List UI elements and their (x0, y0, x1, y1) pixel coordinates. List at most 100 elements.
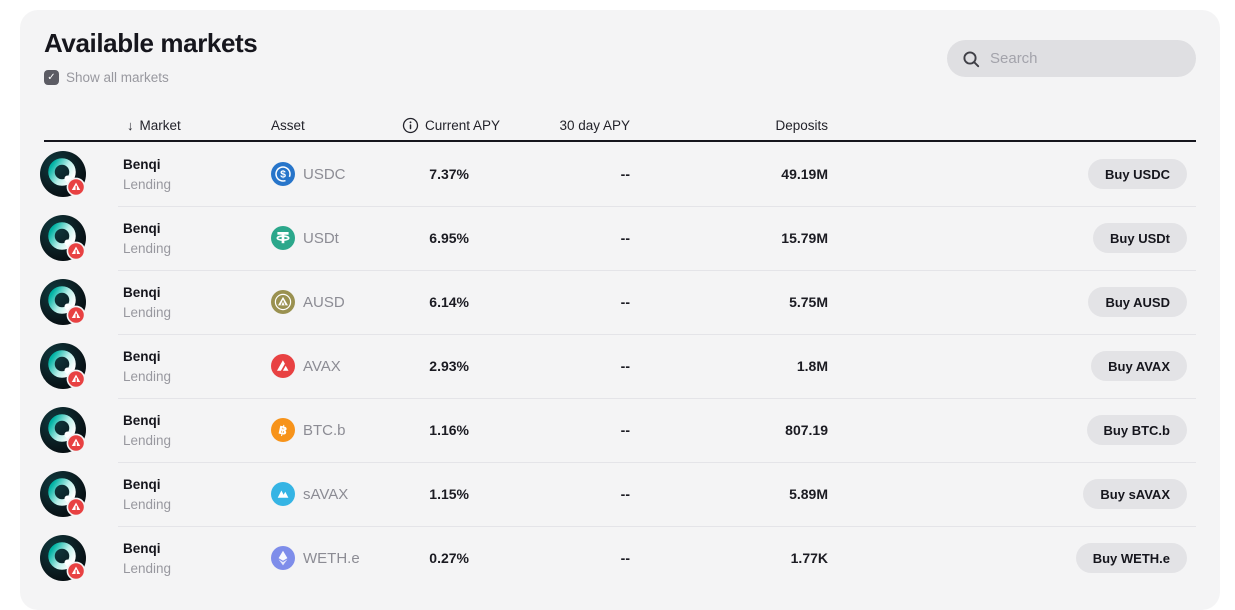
column-header-30day-apy-label: 30 day APY (559, 118, 630, 133)
market-cell: Benqi Lending (118, 539, 266, 578)
apy-30day-value: -- (620, 166, 630, 182)
show-all-checkbox-label: Show all markets (66, 69, 169, 85)
current-apy-value: 6.14% (429, 294, 469, 310)
apy-30day-value: -- (620, 422, 630, 438)
market-type-label: Lending (123, 368, 172, 384)
apy-30day-value: -- (620, 358, 630, 374)
table-row[interactable]: Benqi Lending AUSD 6.14% -- 5.75M Buy AU… (40, 270, 1196, 334)
action-cell: Buy USDC (859, 159, 1196, 189)
table-row[interactable]: Benqi Lending ฿ BTC.b 1.16% -- 807.19 Bu… (40, 398, 1196, 462)
apy-30day-value: -- (620, 486, 630, 502)
deposits-value: 5.75M (789, 294, 828, 310)
market-type-label: Lending (123, 240, 172, 256)
benqi-protocol-logo (40, 279, 118, 325)
action-cell: Buy AUSD (859, 287, 1196, 317)
search-input[interactable] (990, 50, 1189, 67)
benqi-protocol-logo (40, 215, 118, 261)
asset-symbol: WETH.e (303, 549, 360, 567)
benqi-protocol-logo (40, 151, 118, 197)
deposits-value: 807.19 (785, 422, 828, 438)
current-apy-value: 1.16% (429, 422, 469, 438)
table-row[interactable]: Benqi Lending AVAX 2.93% -- 1.8M Buy AVA… (40, 334, 1196, 398)
benqi-protocol-logo (40, 407, 118, 453)
current-apy-value: 0.27% (429, 550, 469, 566)
column-header-30day-apy[interactable]: 30 day APY (500, 118, 661, 133)
market-type-label: Lending (123, 496, 172, 512)
column-header-asset[interactable]: Asset (266, 118, 396, 133)
ausd-icon (271, 290, 295, 314)
usdc-icon: $ (271, 162, 295, 186)
market-protocol-name: Benqi (123, 476, 161, 492)
table-body: Benqi Lending $ USDC 7.37% -- 49.19M Buy… (40, 142, 1196, 590)
action-cell: Buy AVAX (859, 351, 1196, 381)
benqi-protocol-logo (40, 471, 118, 517)
asset-cell: WETH.e (266, 546, 396, 570)
buy-button[interactable]: Buy BTC.b (1086, 415, 1187, 445)
market-protocol-name: Benqi (123, 284, 161, 300)
page-title: Available markets (44, 28, 258, 58)
table-row[interactable]: Benqi Lending sAVAX 1.15% -- 5.89M Buy s… (40, 462, 1196, 526)
market-protocol-name: Benqi (123, 348, 161, 364)
avax-icon (271, 354, 295, 378)
column-header-market[interactable]: ↓ Market (118, 118, 266, 133)
available-markets-panel: Available markets ✓ Show all markets ↓ M… (20, 10, 1220, 610)
deposits-value: 1.8M (796, 358, 828, 374)
benqi-protocol-logo (40, 343, 118, 389)
info-icon[interactable] (402, 117, 419, 134)
table-row[interactable]: Benqi Lending WETH.e 0.27% -- 1.77K Buy … (40, 526, 1196, 590)
sort-desc-icon: ↓ (127, 118, 134, 133)
asset-symbol: AVAX (303, 357, 341, 375)
show-all-markets-toggle[interactable]: ✓ Show all markets (44, 69, 1220, 85)
asset-symbol: USDt (303, 229, 339, 247)
buy-button[interactable]: Buy WETH.e (1075, 543, 1187, 573)
weth-icon (271, 546, 295, 570)
usdt-icon (271, 226, 295, 250)
market-cell: Benqi Lending (118, 283, 266, 322)
asset-cell: AVAX (266, 354, 396, 378)
column-header-market-label: Market (139, 118, 181, 133)
column-header-deposits[interactable]: Deposits (661, 118, 859, 133)
market-type-label: Lending (123, 176, 172, 192)
column-header-deposits-label: Deposits (775, 118, 828, 133)
buy-button[interactable]: Buy sAVAX (1083, 479, 1187, 509)
action-cell: Buy WETH.e (859, 543, 1196, 573)
column-header-asset-label: Asset (271, 118, 305, 133)
asset-cell: $ USDC (266, 162, 396, 186)
table-row[interactable]: Benqi Lending $ USDC 7.37% -- 49.19M Buy… (40, 142, 1196, 206)
buy-button[interactable]: Buy AVAX (1091, 351, 1187, 381)
buy-button[interactable]: Buy USDC (1087, 159, 1187, 189)
buy-button[interactable]: Buy USDt (1093, 223, 1187, 253)
asset-cell: sAVAX (266, 482, 396, 506)
market-cell: Benqi Lending (118, 219, 266, 258)
current-apy-value: 2.93% (429, 358, 469, 374)
deposits-value: 15.79M (781, 230, 828, 246)
column-header-current-apy[interactable]: Current APY (396, 117, 500, 134)
buy-button[interactable]: Buy AUSD (1088, 287, 1187, 317)
asset-cell: USDt (266, 226, 396, 250)
current-apy-value: 1.15% (429, 486, 469, 502)
market-protocol-name: Benqi (123, 540, 161, 556)
table-header-row: ↓ Market Asset Current APY 30 day APY (44, 111, 1196, 142)
savax-icon (271, 482, 295, 506)
asset-symbol: AUSD (303, 293, 345, 311)
svg-text:$: $ (280, 169, 286, 181)
market-protocol-name: Benqi (123, 156, 161, 172)
search-box[interactable] (947, 40, 1196, 77)
apy-30day-value: -- (620, 230, 630, 246)
show-all-checkbox[interactable]: ✓ (44, 69, 59, 85)
apy-30day-value: -- (620, 550, 630, 566)
action-cell: Buy USDt (859, 223, 1196, 253)
action-cell: Buy BTC.b (859, 415, 1196, 445)
search-icon (961, 49, 981, 69)
svg-text:฿: ฿ (277, 422, 289, 438)
deposits-value: 1.77K (790, 550, 828, 566)
asset-cell: AUSD (266, 290, 396, 314)
market-cell: Benqi Lending (118, 347, 266, 386)
deposits-value: 5.89M (789, 486, 828, 502)
market-cell: Benqi Lending (118, 475, 266, 514)
table-row[interactable]: Benqi Lending USDt 6.95% -- 15.79M Buy U… (40, 206, 1196, 270)
markets-table: ↓ Market Asset Current APY 30 day APY (20, 111, 1220, 590)
asset-cell: ฿ BTC.b (266, 418, 396, 442)
asset-symbol: BTC.b (303, 421, 346, 439)
market-type-label: Lending (123, 304, 172, 320)
